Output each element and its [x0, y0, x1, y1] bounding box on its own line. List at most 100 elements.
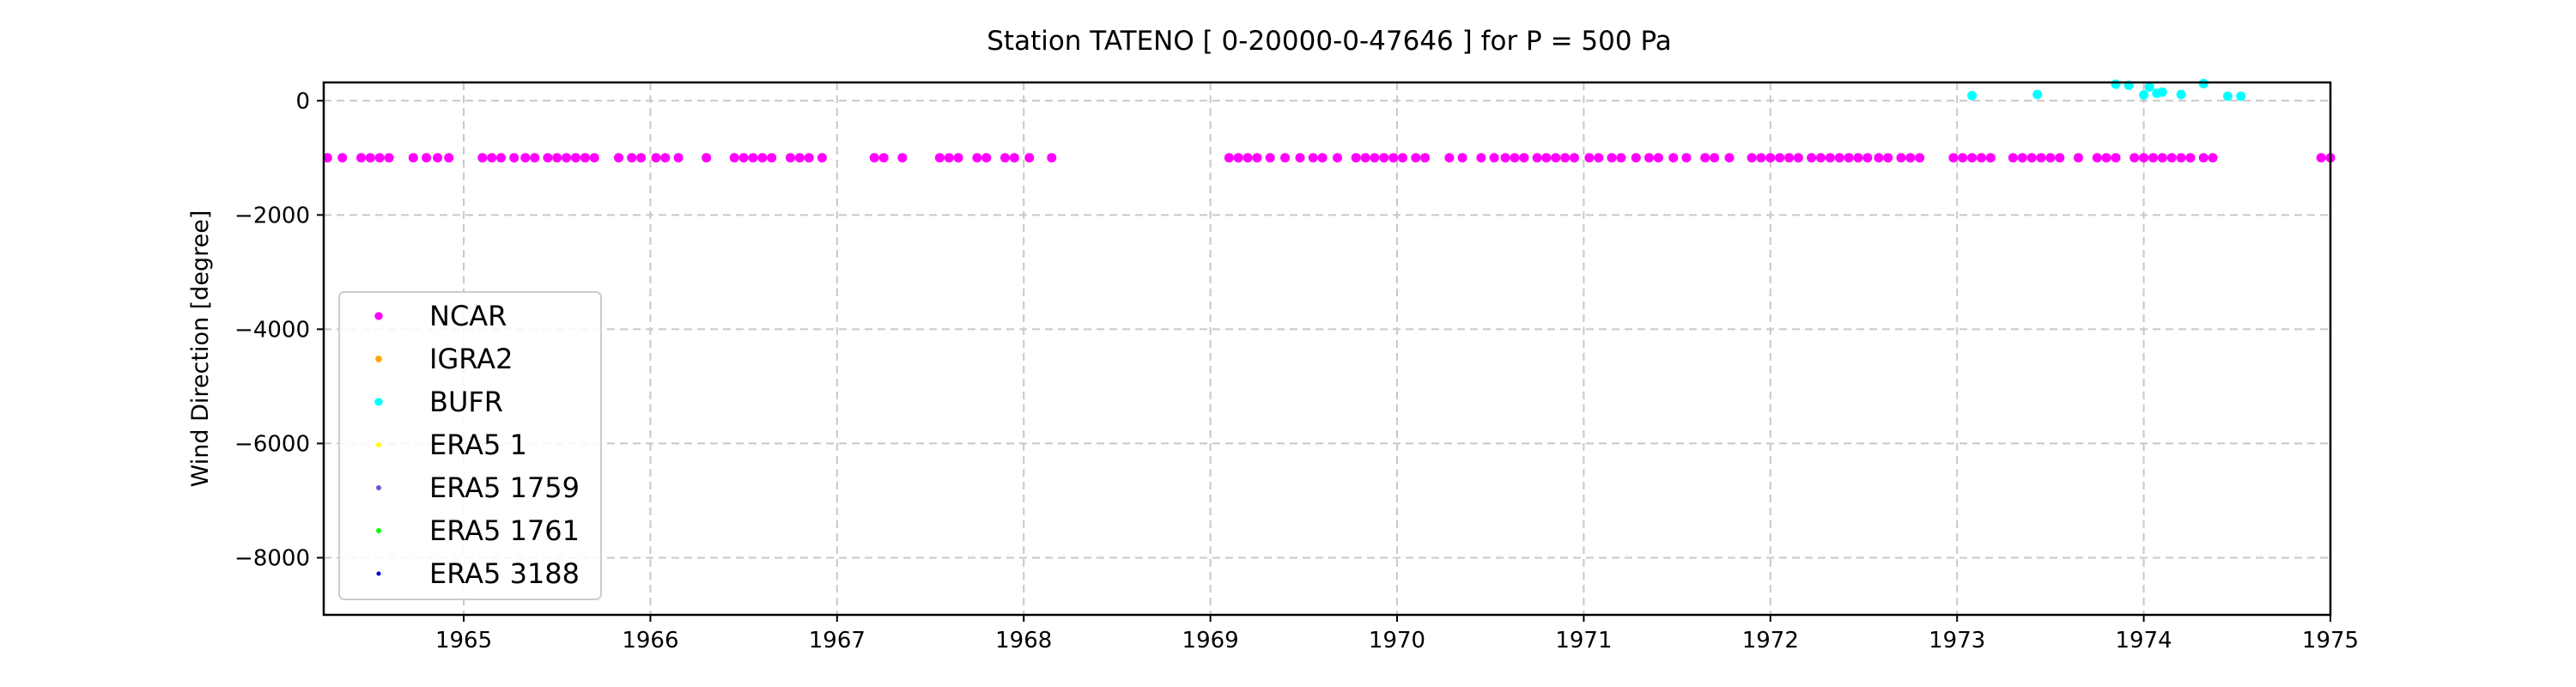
- data-point-ncar: [1420, 153, 1431, 163]
- data-point-ncar: [1510, 153, 1520, 163]
- y-tick-label: −4000: [234, 317, 310, 343]
- data-point-ncar: [520, 153, 531, 163]
- data-point-ncar: [1560, 153, 1571, 163]
- data-point-ncar: [953, 153, 963, 163]
- data-point-ncar: [972, 153, 982, 163]
- legend: NCAR IGRA2 BUFR ERA5 1 ERA5 1759 ERA5 1761 ERA…: [338, 291, 602, 600]
- data-point-ncar: [1793, 153, 1803, 163]
- axes-layer: 1965 1966 1967 1968 1969 1970 1971 1972 1973 1974…: [234, 88, 2359, 654]
- data-point-ncar: [1519, 153, 1529, 163]
- y-tick-label: 0: [295, 88, 310, 114]
- data-point-ncar: [509, 153, 519, 163]
- data-point-ncar: [337, 153, 348, 163]
- data-point-ncar: [614, 153, 623, 163]
- data-point-ncar: [1551, 153, 1561, 163]
- data-point-ncar: [1862, 153, 1873, 163]
- legend-label: BUFR: [429, 386, 503, 418]
- data-point-ncar: [1977, 153, 1986, 163]
- data-point-ncar: [1644, 153, 1654, 163]
- data-point-ncar: [422, 153, 432, 163]
- data-point-ncar: [1584, 153, 1595, 163]
- data-point-ncar: [1233, 153, 1243, 163]
- data-point-ncar: [1747, 153, 1757, 163]
- legend-marker: [376, 485, 381, 490]
- plot-frame: [322, 81, 2332, 617]
- data-point-ncar: [651, 153, 661, 163]
- legend-marker: [376, 442, 381, 447]
- data-point-ncar: [1317, 153, 1327, 163]
- data-point-ncar: [2111, 153, 2121, 163]
- data-point-ncar: [1024, 153, 1035, 163]
- data-point-ncar: [1388, 153, 1399, 163]
- data-point-ncar: [702, 153, 712, 163]
- data-point-ncar: [408, 153, 418, 163]
- data-point-ncar: [1834, 153, 1844, 163]
- data-point-ncar: [552, 153, 562, 163]
- data-point-ncar: [1607, 153, 1617, 163]
- data-point-ncar: [804, 153, 814, 163]
- data-point-ncar: [2316, 153, 2326, 163]
- data-point-ncar: [1351, 153, 1361, 163]
- data-point-bufr: [1967, 90, 1978, 100]
- data-point-ncar: [1905, 153, 1916, 163]
- y-tick-label: −8000: [234, 545, 310, 571]
- data-point-ncar: [1500, 153, 1510, 163]
- x-tick-label: 1975: [2302, 628, 2359, 654]
- data-point-ncar: [1379, 153, 1389, 163]
- data-point-ncar: [1594, 153, 1604, 163]
- data-point-bufr: [2144, 82, 2154, 92]
- data-point-ncar: [1360, 153, 1370, 163]
- data-point-ncar: [580, 153, 590, 163]
- data-point-ncar: [2148, 153, 2158, 163]
- data-point-ncar: [2185, 153, 2196, 163]
- data-point-ncar: [1224, 153, 1234, 163]
- data-point-ncar: [817, 153, 827, 163]
- data-point-ncar: [1775, 153, 1785, 163]
- data-point-ncar: [2036, 153, 2046, 163]
- data-point-ncar: [1532, 153, 1542, 163]
- data-point-ncar: [1948, 153, 1959, 163]
- data-point-ncar: [1724, 153, 1735, 163]
- legend-marker: [375, 356, 382, 362]
- legend-marker: [374, 312, 383, 320]
- data-point-ncar: [794, 153, 805, 163]
- data-point-ncar: [2008, 153, 2018, 163]
- data-point-ncar: [897, 153, 908, 163]
- data-point-ncar: [1000, 153, 1010, 163]
- data-point-ncar: [673, 153, 683, 163]
- data-point-ncar: [2166, 153, 2177, 163]
- data-point-ncar: [1653, 153, 1663, 163]
- legend-label: ERA5 1759: [429, 471, 580, 504]
- x-tick-label: 1970: [1369, 628, 1425, 654]
- data-point-ncar: [384, 153, 394, 163]
- data-point-ncar: [1616, 153, 1626, 163]
- data-point-ncar: [1370, 153, 1380, 163]
- data-point-ncar: [571, 153, 580, 163]
- data-point-ncar: [1756, 153, 1766, 163]
- data-point-ncar: [1765, 153, 1776, 163]
- data-point-ncar: [1915, 153, 1925, 163]
- data-point-ncar: [786, 153, 795, 163]
- x-tick-label: 1968: [995, 628, 1052, 654]
- data-point-ncar: [356, 153, 366, 163]
- data-point-ncar: [1295, 153, 1305, 163]
- data-point-ncar: [1883, 153, 1893, 163]
- data-point-ncar: [1784, 153, 1795, 163]
- data-point-ncar: [1816, 153, 1826, 163]
- data-point-ncar: [2198, 153, 2208, 163]
- data-point-ncar: [627, 153, 637, 163]
- legend-label: NCAR: [429, 300, 507, 332]
- legend-label: ERA5 1: [429, 429, 527, 461]
- data-point-ncar: [1280, 153, 1291, 163]
- data-point-bufr: [2176, 89, 2186, 100]
- data-point-ncar: [2208, 153, 2218, 163]
- data-point-ncar: [1700, 153, 1710, 163]
- data-point-ncar: [2129, 153, 2140, 163]
- data-point-ncar: [1807, 153, 1817, 163]
- data-point-ncar: [981, 153, 992, 163]
- data-point-ncar: [636, 153, 647, 163]
- data-point-ncar: [1476, 153, 1486, 163]
- data-point-ncar: [1570, 153, 1579, 163]
- data-point-ncar: [660, 153, 671, 163]
